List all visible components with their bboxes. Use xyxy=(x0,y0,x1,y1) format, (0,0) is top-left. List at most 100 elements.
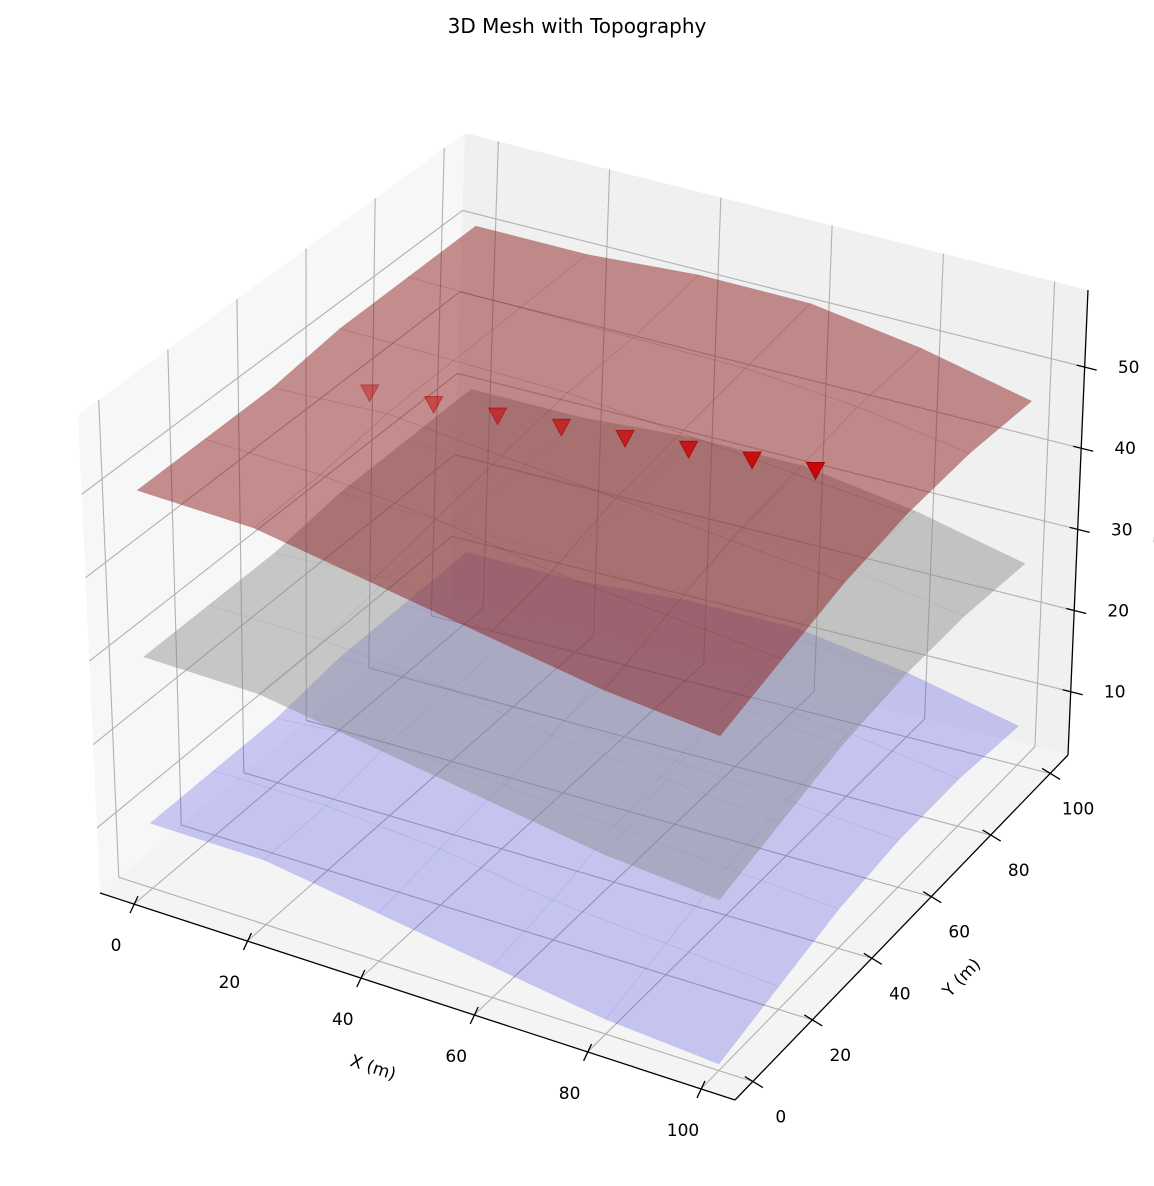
surface-cell xyxy=(275,657,453,744)
surface-cell xyxy=(373,683,553,802)
gridline-y-floor xyxy=(118,876,754,1083)
surface-cell xyxy=(666,539,846,660)
surface-cell xyxy=(513,580,689,666)
surface-cell xyxy=(603,614,783,737)
gridline-x-floor xyxy=(247,635,594,942)
y-tick-label: 60 xyxy=(948,923,970,943)
gridline-z-back xyxy=(462,209,1085,368)
surface-cell xyxy=(489,735,667,856)
surface-cell xyxy=(407,225,588,308)
gridline-x-floor xyxy=(133,607,484,905)
triangle-marker xyxy=(487,407,508,426)
x-tick-label: 80 xyxy=(559,1084,581,1104)
z-tick xyxy=(1076,364,1097,371)
surface-cell xyxy=(847,673,1020,780)
z-tick-label: 10 xyxy=(1104,683,1126,703)
z-tick xyxy=(1073,445,1094,452)
surface-cell xyxy=(319,413,503,520)
surface-cell xyxy=(501,392,682,499)
surface-cell xyxy=(519,254,700,339)
x-tick xyxy=(129,895,139,914)
surface-cell xyxy=(675,694,849,801)
gridline-z-back xyxy=(459,291,1082,449)
gridline-x-floor xyxy=(587,718,925,1053)
surface-cell xyxy=(614,596,792,705)
surface-cell xyxy=(604,778,782,901)
surface-cell xyxy=(564,500,742,598)
z-tick xyxy=(1069,526,1090,534)
triangle-marker xyxy=(359,384,380,403)
gridline-z-left xyxy=(92,454,456,745)
surface-cell xyxy=(727,636,904,747)
surface-cell xyxy=(786,732,960,841)
triangle-marker xyxy=(678,440,699,459)
surface-cell xyxy=(386,360,568,457)
y-tick xyxy=(1041,767,1061,781)
surface-cell xyxy=(435,455,617,572)
surface-cell xyxy=(142,604,325,695)
y-tick xyxy=(744,1075,764,1089)
surface-cell xyxy=(263,805,441,914)
z-tick xyxy=(1062,689,1083,696)
x-axis-line xyxy=(99,892,736,1101)
x-tick-label: 0 xyxy=(111,936,122,956)
surface-cell xyxy=(790,569,965,678)
y-tick-label: 0 xyxy=(775,1108,786,1128)
y-axis-label: Y (m) xyxy=(938,955,985,1002)
surface-cell xyxy=(551,497,731,616)
surface-cell xyxy=(136,438,321,529)
back-pane xyxy=(450,133,1088,755)
surface-cell xyxy=(388,688,565,786)
surface-middle-layer xyxy=(142,388,1026,901)
surface-cell xyxy=(451,634,627,721)
y-tick xyxy=(982,829,1002,842)
gridline-y-floor xyxy=(243,772,872,959)
surface-cell xyxy=(552,825,728,944)
x-axis-label: X (m) xyxy=(348,1051,399,1085)
y-tick xyxy=(863,952,883,965)
surface-cell xyxy=(387,524,567,621)
gridline-x-floor xyxy=(360,663,705,979)
triangle-marker xyxy=(805,462,826,481)
surface-cell xyxy=(486,570,668,691)
surface-cell xyxy=(439,784,615,901)
x-tick-label: 100 xyxy=(667,1121,699,1141)
surface-cell xyxy=(726,799,900,910)
surface-cell xyxy=(437,619,616,737)
surface-cell xyxy=(632,274,811,369)
surface-cell xyxy=(677,531,854,638)
surface-cell xyxy=(212,717,390,807)
surface-cell xyxy=(370,518,553,637)
left-pane xyxy=(78,133,465,893)
surface-cell xyxy=(665,867,840,987)
gridline-y-floor xyxy=(306,719,932,898)
y-tick-label: 100 xyxy=(1062,799,1094,819)
gridline-y-floor xyxy=(181,824,813,1021)
surface-cell xyxy=(744,303,922,408)
surface-cell xyxy=(501,556,679,663)
surface-cell xyxy=(339,276,522,361)
surface-cell xyxy=(551,661,730,780)
gridline-z-back xyxy=(457,372,1078,530)
triangle-marker xyxy=(742,451,762,470)
surface-cell xyxy=(665,703,843,824)
y-axis-line xyxy=(734,754,1069,1101)
z-tick-label: 30 xyxy=(1111,520,1133,540)
x-tick xyxy=(583,1043,593,1062)
triangle-marker xyxy=(551,418,572,437)
gridline-z-back xyxy=(454,454,1075,612)
surface-cell xyxy=(339,440,519,526)
surface-cell xyxy=(204,387,388,476)
surface-cell xyxy=(402,552,578,636)
surface-cell xyxy=(563,664,738,761)
surface-cell xyxy=(253,474,437,583)
gridline-x-floor xyxy=(700,746,1036,1090)
surface-cell xyxy=(605,943,780,1065)
surface-cell xyxy=(404,388,583,472)
surface-cell xyxy=(740,465,916,571)
z-tick-label: 20 xyxy=(1107,602,1129,622)
x-tick-label: 40 xyxy=(332,1010,354,1030)
x-tick xyxy=(242,932,252,951)
surface-bottom-layer xyxy=(149,552,1020,1065)
chart-title: 3D Mesh with Topography xyxy=(447,14,707,38)
